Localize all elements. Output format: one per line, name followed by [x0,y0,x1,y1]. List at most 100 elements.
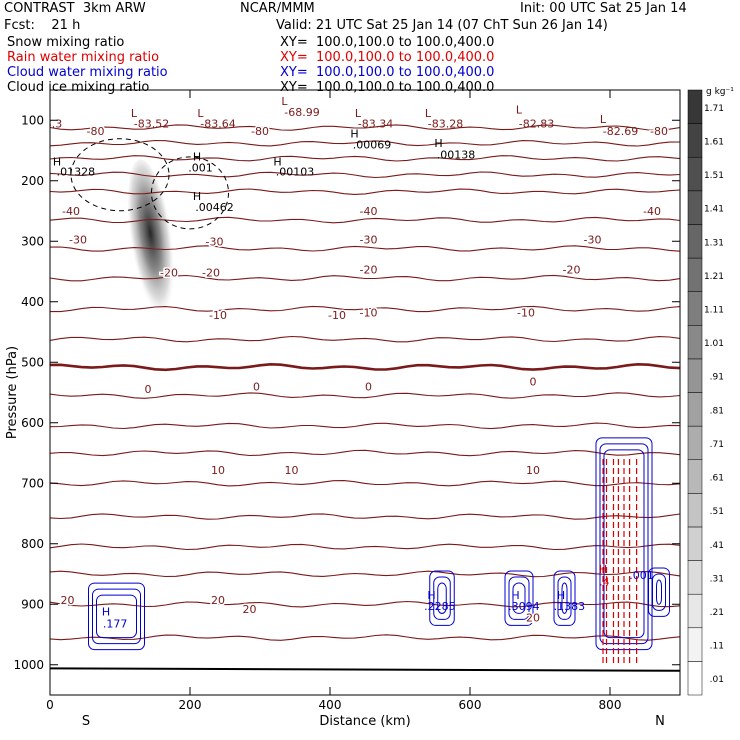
y-tick-label-7: 800 [21,537,44,551]
y-tick-label-5: 600 [21,416,44,430]
contour-label-20: 0 [365,380,372,393]
y-tick-label-3: 400 [21,295,44,309]
contour-label-1: -80 [251,125,269,138]
colorbar-label-10: 1.01 [704,339,724,349]
colorbar-label-17: 1.71 [704,104,724,114]
contour-label-21: 0 [530,376,537,389]
contour-label-7: -30 [206,235,224,248]
cloud-water-cell-5-2 [656,579,662,605]
contour-label-2: -80 [650,125,668,138]
isotherm-4 [50,188,680,195]
plot-border [49,89,681,696]
contour-label-15: -10 [328,309,346,322]
isotherm-19 [50,634,680,641]
value-label-0: -83.52 [134,117,169,130]
isotherm-10 [50,362,680,372]
field-xy-cloud-water: XY= 100.0,100.0 to 100.0,400.0 [280,65,495,80]
isotherm-16 [50,543,680,551]
isotherm-5 [50,216,680,224]
cloud-ice-cell-0 [70,138,170,212]
extremum-mark-10: H [350,128,358,141]
forecast-hour: Fcst: 21 h [4,18,81,33]
isotherm-15 [50,513,680,520]
extremum-mark-4: L [425,107,432,120]
contour-label-23: 10 [285,464,299,477]
colorbar-label-12: 1.21 [704,272,724,282]
extremum-mark-17: H [599,563,607,576]
y-tick-label-9: 1000 [13,658,44,672]
isotherm-17 [50,570,680,578]
extremum-mark-15: H [511,589,519,602]
y-tick-label-4: 500 [21,355,44,369]
value-label-11: .00138 [437,149,476,162]
value-label-4: -83.28 [428,117,463,130]
colorbar-label-11: 1.11 [704,305,724,315]
colorbar-label-3: .31 [710,574,724,584]
value-label-1: -83.64 [200,117,235,130]
x-tick-label-4: 800 [599,698,622,712]
cloud-water-cell-1-1 [433,576,451,620]
project-title: CONTRAST 3km ARW [4,1,146,16]
valid-time: Valid: 21 UTC Sat 25 Jan 14 (07 ChT Sun … [276,18,608,33]
y-tick-label-0: 100 [21,113,44,127]
field-name-cloud-ice: Cloud ice mixing ratio [7,80,150,95]
cloud-water-cell-2-2 [512,582,526,614]
cloud-water-cell-5-0 [648,567,670,617]
extremum-mark-3: L [355,107,362,120]
colorbar-bin-0 [687,661,703,696]
value-label-17: .001 [629,569,654,582]
cloud-water-cell-1-2 [437,582,447,614]
contour-label-8: -30 [360,233,378,246]
contour-label-24: 10 [526,464,540,477]
colorbar-bin-16 [687,123,703,158]
field-name-snow: Snow mixing ratio [7,35,125,50]
colorbar-label-8: .81 [710,406,724,416]
extremum-mark-7: H [53,155,61,168]
value-label-12: .00462 [195,201,234,214]
value-label-8: .001 [188,161,213,174]
extremum-mark-2: L [281,95,288,108]
cloud-water-cell-0-2 [96,594,137,639]
contour-label-6: -30 [69,233,87,246]
value-label-10: .00069 [353,138,392,151]
field-xy-cloud-ice: XY= 100.0,100.0 to 100.0,400.0 [280,80,495,95]
contour-label-14: -10 [209,309,227,322]
contour-label-13: -20 [563,264,581,277]
value-label-18: .4 [599,575,610,588]
contour-label-9: -30 [584,233,602,246]
value-label-14: .2285 [424,600,456,613]
colorbar-bin-9 [687,358,703,393]
isotherm-0 [50,124,680,131]
colorbar-bin-5 [687,493,703,528]
cloud-water-cell-1-0 [429,570,455,626]
contour-label-18: 0 [145,383,152,396]
contour-label-25: 20 [61,594,75,607]
extremum-mark-14: H [427,589,435,602]
extremum-mark-9: H [273,155,281,168]
contour-label-17: -10 [517,307,535,320]
isotherm-13 [50,449,680,457]
colorbar-label-4: .41 [710,541,724,551]
colorbar-bin-8 [687,392,703,427]
chart-header: CONTRAST 3km ARW NCAR/MMM Init: 00 UTC S… [0,0,740,100]
colorbar-label-5: .51 [710,507,724,517]
extremum-mark-1: L [197,107,204,120]
contour-label-4: -40 [360,205,378,218]
x-axis-label: Distance (km) [319,714,410,729]
y-axis-label: Pressure (hPa) [5,346,20,439]
field-xy-snow: XY= 100.0,100.0 to 100.0,400.0 [280,35,495,50]
colorbar-bin-1 [687,627,703,662]
colorbar-bin-12 [687,257,703,292]
colorbar: .01 .11 .21 .31 .41 .51 .61 .71 .81 .91 1.01 1.11 1.… [687,87,734,696]
field-xy-rain: XY= 100.0,100.0 to 100.0,400.0 [280,50,495,65]
end-label-right: N [655,714,665,729]
value-label-6: -82.69 [603,125,638,138]
isotherm-9 [50,335,680,343]
colorbar-label-13: 1.31 [704,238,724,248]
cloud-water-cell-4-2 [603,449,645,639]
cloud-water-cell-2-1 [508,576,530,620]
colorbar-label-15: 1.51 [704,171,724,181]
colorbar-label-6: .61 [710,474,724,484]
colorbar-bin-15 [687,156,703,192]
